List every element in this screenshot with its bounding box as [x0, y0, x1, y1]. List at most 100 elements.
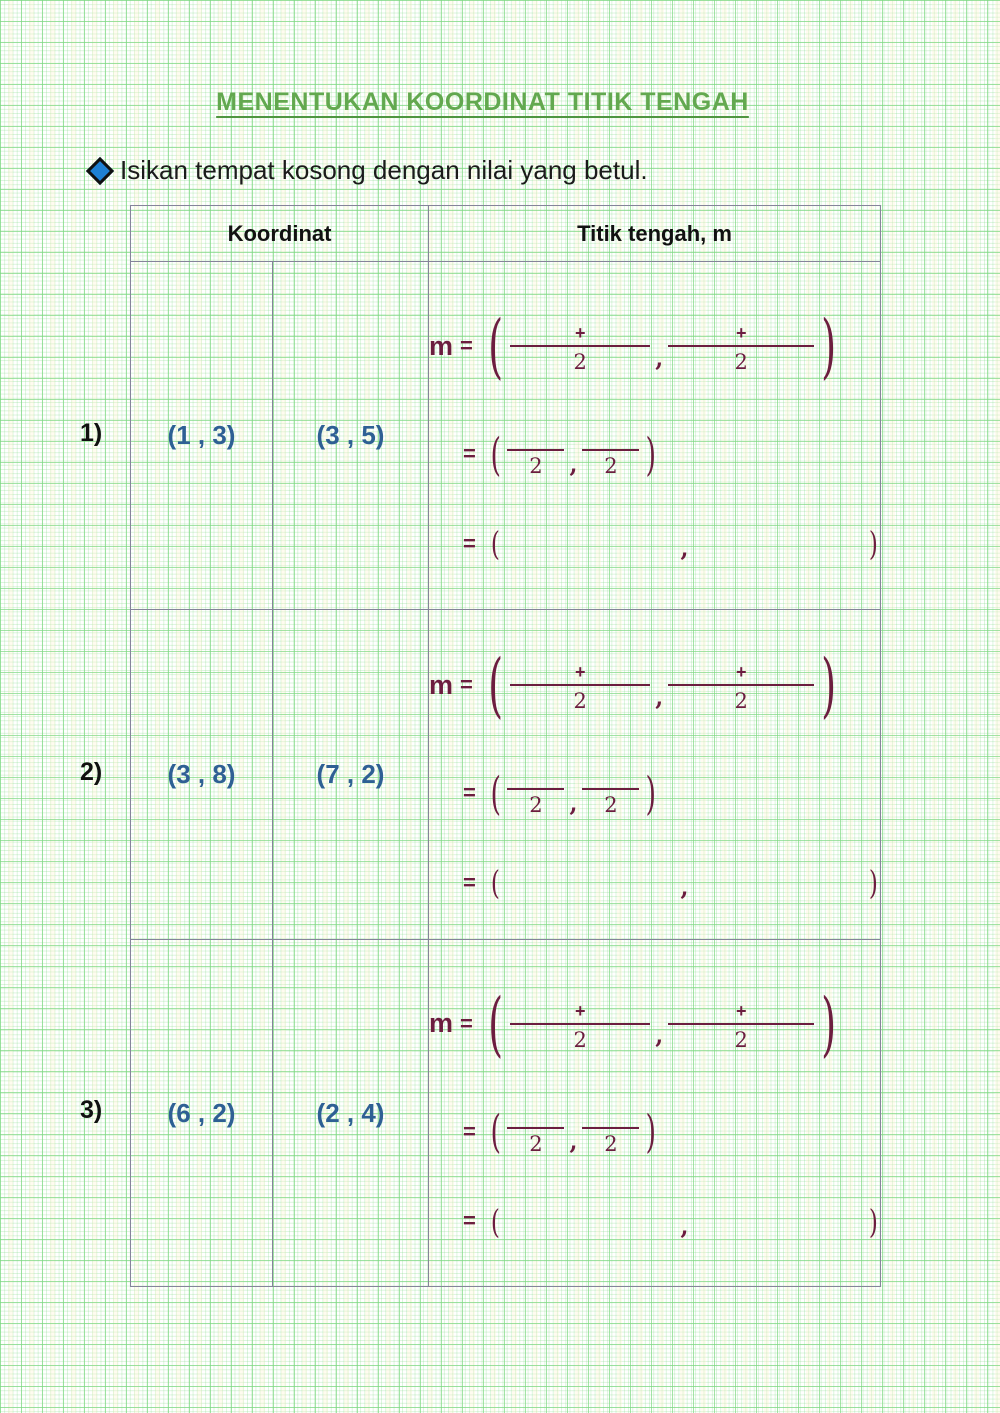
- row1-formula-step-3: = ( , ): [429, 527, 880, 560]
- row1-blank-y2[interactable]: [746, 315, 814, 342]
- row3-formula-step-1: m = ( + 2 ,: [429, 989, 880, 1059]
- denominator: 2: [734, 350, 748, 374]
- close-paren: ): [645, 1105, 657, 1158]
- row2-formula-step-1: m = ( + 2 ,: [429, 650, 880, 720]
- row3-blank-ysum[interactable]: [582, 1105, 639, 1124]
- m-label: m: [429, 330, 454, 361]
- comma: ,: [569, 450, 578, 478]
- denominator: 2: [604, 1131, 618, 1156]
- row2-blank-ysum[interactable]: [582, 766, 639, 785]
- row-number-1: 1): [80, 419, 103, 447]
- row1-blank-x2[interactable]: [585, 315, 650, 342]
- open-paren: (: [490, 766, 501, 820]
- comma: ,: [569, 1128, 578, 1155]
- row1-formula-step-2: = ( 2 , 2 ): [429, 427, 880, 481]
- comma: ,: [680, 874, 689, 901]
- row3-coordinate-2: (2 , 4): [271, 939, 430, 1287]
- plus-sign: +: [735, 1000, 747, 1021]
- row2-blank-my[interactable]: [693, 868, 862, 898]
- denominator: 2: [734, 1027, 748, 1052]
- y-sum-fraction: 2: [582, 766, 640, 820]
- denominator: 2: [604, 454, 618, 478]
- row2-coordinate-2: (7 , 2): [271, 609, 430, 940]
- open-paren: (: [490, 1201, 500, 1241]
- open-paren: (: [488, 305, 504, 387]
- equals-sign: =: [463, 1208, 476, 1233]
- row1-blank-my[interactable]: [693, 529, 862, 559]
- row2-blank-x1[interactable]: [510, 654, 575, 681]
- close-paren: ): [645, 427, 657, 481]
- row1-coordinate-2: (3 , 5): [271, 261, 430, 610]
- row3-blank-y2[interactable]: [746, 993, 814, 1020]
- close-paren: ): [821, 982, 837, 1065]
- row1-blank-xsum[interactable]: [507, 427, 564, 446]
- m-label: m: [429, 1008, 454, 1038]
- x-fraction: + 2: [510, 315, 651, 377]
- row1-blank-mx[interactable]: [507, 529, 676, 559]
- instruction-row: Isikan tempat kosong dengan nilai yang b…: [85, 155, 648, 186]
- midpoint-table: Koordinat Titik tengah, m (1 , 3) (3 , 5…: [129, 205, 882, 1287]
- row3-midpoint-formula: m = ( + 2 ,: [429, 989, 880, 1238]
- plus-sign: +: [574, 662, 586, 682]
- open-paren: (: [488, 982, 504, 1065]
- denominator: 2: [573, 350, 587, 374]
- row1-blank-x1[interactable]: [510, 315, 575, 342]
- m-label: m: [429, 669, 454, 700]
- comma: ,: [680, 535, 689, 562]
- denominator: 2: [604, 793, 618, 817]
- y-fraction: + 2: [668, 993, 815, 1055]
- x-fraction: + 2: [510, 654, 651, 716]
- row3-blank-mx[interactable]: [507, 1206, 676, 1236]
- close-paren: ): [869, 524, 879, 563]
- denominator: 2: [573, 689, 587, 713]
- row-number-3: 3): [80, 1096, 103, 1124]
- equals-sign: =: [463, 530, 476, 556]
- row3-blank-x2[interactable]: [585, 993, 650, 1020]
- x-sum-fraction: 2: [507, 427, 565, 481]
- comma: ,: [655, 683, 664, 711]
- table-row: (6 , 2) (2 , 4) m = ( +: [130, 939, 882, 1287]
- equals-sign: =: [463, 869, 476, 895]
- denominator: 2: [529, 793, 543, 817]
- row3-blank-x1[interactable]: [510, 993, 575, 1020]
- comma: ,: [655, 1022, 664, 1049]
- row2-blank-mx[interactable]: [507, 868, 676, 898]
- x-sum-fraction: 2: [507, 766, 565, 820]
- close-paren: ): [645, 766, 657, 820]
- denominator: 2: [529, 454, 543, 478]
- plus-sign: +: [574, 323, 586, 343]
- row2-coordinate-1: (3 , 8): [130, 609, 273, 940]
- comma: ,: [655, 344, 664, 372]
- row2-blank-xsum[interactable]: [507, 766, 564, 785]
- header-titik-tengah: Titik tengah, m: [428, 205, 882, 262]
- equals-sign: =: [463, 780, 476, 805]
- row1-blank-ysum[interactable]: [582, 427, 639, 446]
- close-paren: ): [821, 305, 837, 387]
- y-sum-fraction: 2: [582, 427, 640, 481]
- row3-formula-step-2: = ( 2 , 2 ): [429, 1105, 880, 1159]
- plus-sign: +: [735, 323, 747, 343]
- row3-blank-my[interactable]: [693, 1206, 862, 1236]
- row3-formula-step-3: = ( , ): [429, 1205, 880, 1238]
- row3-blank-xsum[interactable]: [507, 1105, 564, 1124]
- row3-blank-y1[interactable]: [668, 993, 736, 1020]
- y-fraction: + 2: [668, 315, 815, 377]
- y-fraction: + 2: [668, 654, 815, 716]
- denominator: 2: [734, 689, 748, 713]
- comma: ,: [569, 789, 578, 817]
- row1-formula-step-1: m = ( + 2 ,: [429, 311, 880, 381]
- row2-blank-x2[interactable]: [585, 654, 650, 681]
- header-koordinat: Koordinat: [129, 205, 430, 262]
- open-paren: (: [490, 863, 500, 902]
- open-paren: (: [488, 644, 504, 726]
- row1-blank-y1[interactable]: [668, 315, 736, 342]
- close-paren: ): [821, 644, 837, 726]
- diamond-bullet-icon: [85, 156, 115, 185]
- row2-blank-y1[interactable]: [668, 654, 736, 681]
- instruction-text: Isikan tempat kosong dengan nilai yang b…: [120, 155, 648, 185]
- row2-midpoint-formula: m = ( + 2 ,: [429, 650, 880, 899]
- page-title: MENENTUKAN KOORDINAT TITIK TENGAH: [216, 88, 749, 116]
- row2-blank-y2[interactable]: [746, 654, 814, 681]
- equals-sign: =: [463, 1118, 476, 1144]
- open-paren: (: [490, 427, 501, 481]
